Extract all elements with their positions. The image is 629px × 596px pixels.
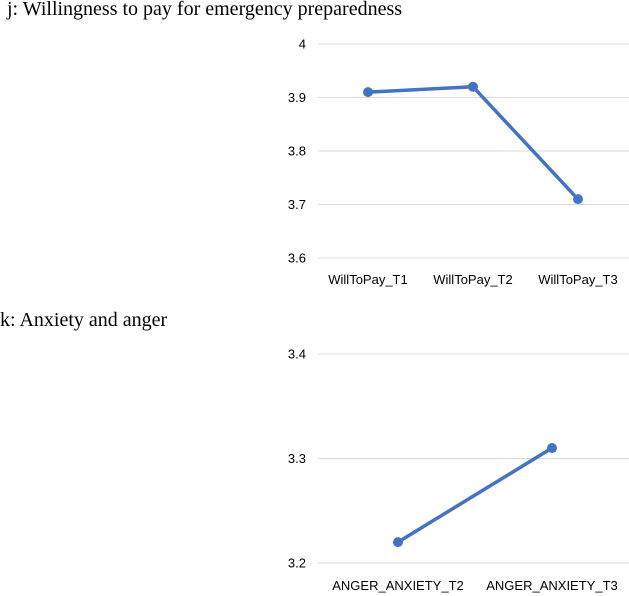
y-tick-label-willingness-1: 3.7 [288, 197, 306, 212]
x-tick-label-anxiety-1: ANGER_ANXIETY_T3 [486, 578, 618, 593]
y-tick-label-willingness-0: 3.6 [288, 251, 306, 266]
y-tick-label-willingness-2: 3.8 [288, 144, 306, 159]
chart-title-anxiety-anger: k: Anxiety and anger [0, 309, 168, 331]
y-tick-label-willingness-4: 4 [299, 37, 306, 52]
chart-anxiety-anger: 3.2 3.3 3.4 ANGER_ANXIETY_T2 ANGER_ANXIETY_T… [288, 347, 629, 593]
chart-title-willingness-to-pay: j: Willingness to pay for emergency prep… [7, 0, 403, 20]
data-point-willingness-2 [573, 194, 583, 205]
y-tick-label-anxiety-1: 3.3 [288, 451, 306, 466]
y-tick-label-anxiety-0: 3.2 [288, 556, 306, 571]
x-tick-label-anxiety-0: ANGER_ANXIETY_T2 [332, 578, 464, 593]
x-tick-label-willingness-0: WillToPay_T1 [328, 272, 407, 287]
x-tick-label-willingness-2: WillToPay_T3 [538, 272, 617, 287]
chart-willingness-to-pay: 3.6 3.7 3.8 3.9 4 WillToPay_T1 WillToPay_T2 Wil… [288, 37, 629, 287]
data-point-anxiety-0 [393, 537, 403, 548]
series-line-anxiety [396, 446, 554, 544]
y-tick-label-anxiety-2: 3.4 [288, 347, 306, 362]
series-line-willingness [366, 85, 580, 201]
x-tick-label-willingness-1: WillToPay_T2 [433, 272, 512, 287]
data-point-willingness-1 [468, 81, 478, 92]
y-tick-label-willingness-3: 3.9 [288, 90, 306, 105]
data-point-willingness-0 [363, 87, 373, 98]
data-point-anxiety-1 [547, 443, 557, 454]
